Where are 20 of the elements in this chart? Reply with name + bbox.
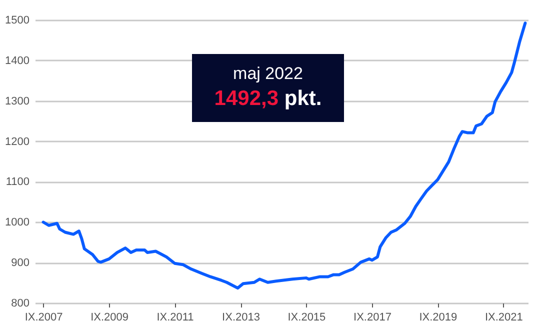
x-tick-label: IX.2015 (288, 312, 326, 324)
annotation: 1492,3 pkt. (213, 86, 323, 112)
y-tick-label: 900 (11, 257, 30, 270)
y-tick-label: 1500 (5, 14, 30, 26)
x-tick-label: IX.2019 (419, 312, 458, 324)
line-series (42, 22, 527, 290)
label-box: maj 2022 1492,3 pkt. (192, 54, 344, 122)
x-tick-label: IX.2011 (156, 312, 194, 324)
x-tick-label: IX.2021 (484, 312, 523, 324)
y-tick-label: 1200 (5, 136, 30, 148)
y-tick-label: 1000 (5, 216, 30, 229)
x-tick-label: IX.2017 (354, 312, 392, 324)
y-tick-label: 1300 (5, 95, 30, 108)
x-tick-label: IX.2009 (90, 312, 129, 324)
x-tick-label: IX.2013 (222, 312, 260, 324)
y-tick-label: 800 (11, 298, 30, 310)
y-tick-label: 1400 (5, 54, 30, 67)
x-tick-label: IX.2007 (24, 312, 63, 324)
annotation: maj 2022 (232, 63, 304, 85)
y-tick-label: 1100 (6, 176, 30, 188)
